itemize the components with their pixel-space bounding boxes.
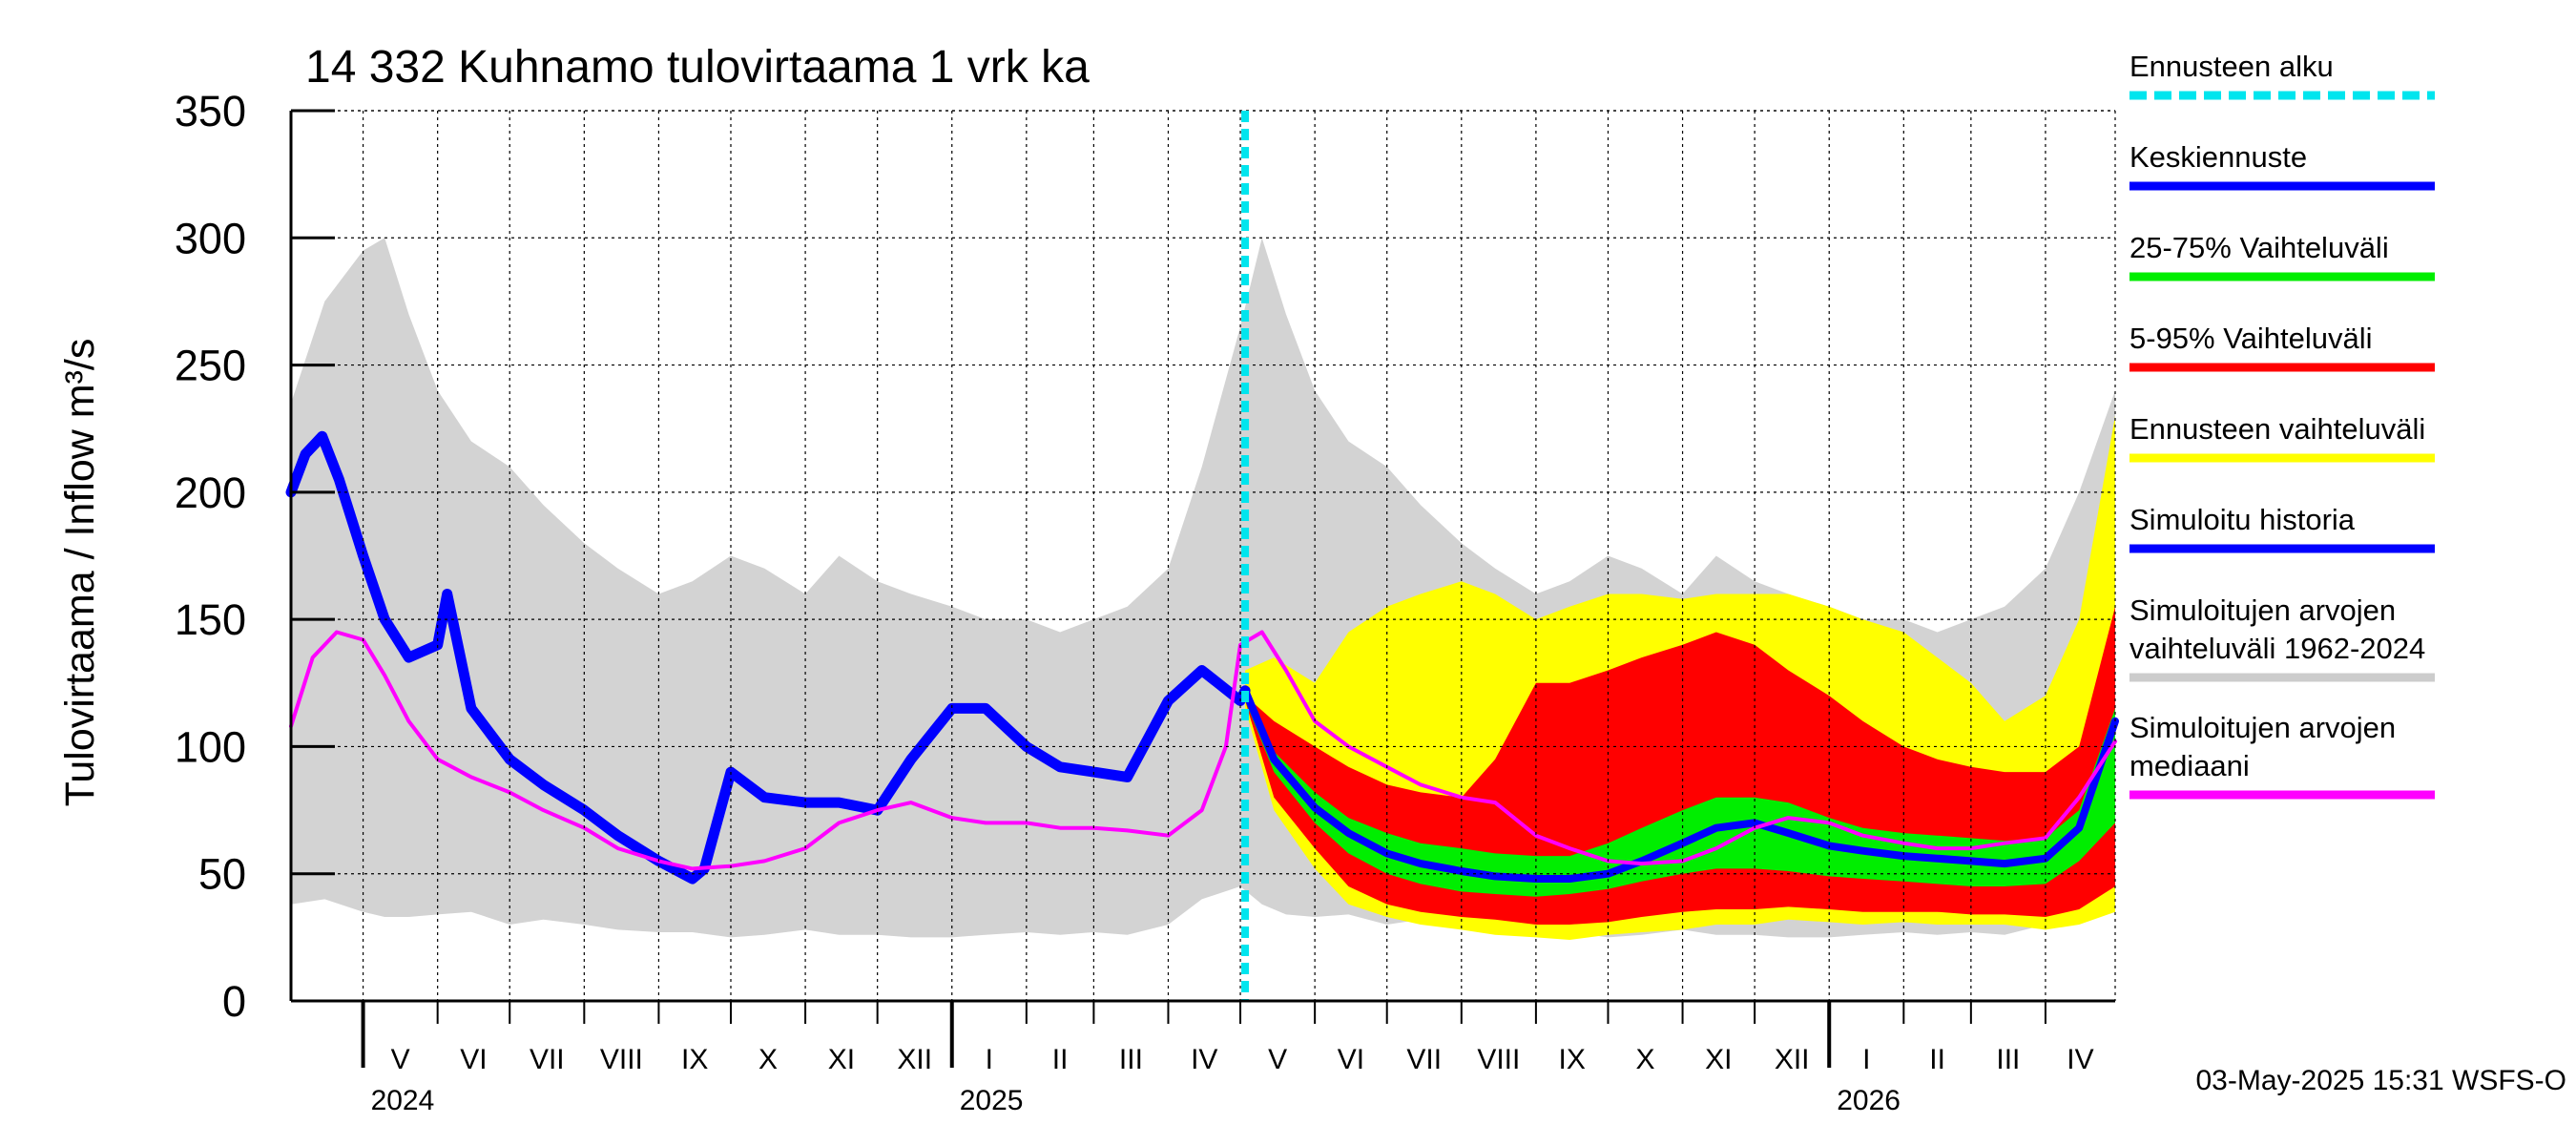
x-tick-label-month: IV — [1191, 1044, 1217, 1075]
y-axis-label: Tulovirtaama / Inflow m³/s — [57, 339, 103, 807]
x-tick-label-month: III — [1996, 1044, 2020, 1075]
x-year-label: 2024 — [371, 1085, 435, 1116]
x-tick-label-month: VIII — [600, 1044, 643, 1075]
x-tick-label-month: IV — [2067, 1044, 2093, 1075]
legend: Ennusteen alku Keskiennuste 25-75% Vaihtel… — [2129, 50, 2435, 800]
y-tick-label: 50 — [198, 850, 246, 899]
band-25-75-vaihteluv-li — [1245, 696, 2115, 897]
legend-label: Ennusteen alku — [2129, 50, 2334, 83]
legend-label: vaihteluväli 1962-2024 — [2129, 632, 2425, 665]
legend-label: 25-75% Vaihteluväli — [2129, 231, 2389, 264]
x-tick-label-month: VI — [1338, 1044, 1364, 1075]
x-tick-label-month: I — [986, 1044, 993, 1075]
x-tick-label-month: XII — [1775, 1044, 1810, 1075]
x-tick-label-month: VII — [1406, 1044, 1442, 1075]
x-tick-label-month: XI — [828, 1044, 855, 1075]
x-tick-label-month: VIII — [1477, 1044, 1520, 1075]
x-tick-label-month: X — [758, 1044, 778, 1075]
x-tick-label-month: XII — [897, 1044, 932, 1075]
y-tick-label: 150 — [175, 595, 246, 644]
x-tick-label-month: XI — [1705, 1044, 1732, 1075]
x-year-label: 2026 — [1837, 1085, 1901, 1116]
legend-label: Keskiennuste — [2129, 140, 2307, 174]
x-tick-label-month: II — [1929, 1044, 1945, 1075]
footer-timestamp: 03-May-2025 15:31 WSFS-O — [2196, 1065, 2567, 1096]
y-tick-label: 250 — [175, 342, 246, 390]
legend-label: mediaani — [2129, 749, 2250, 782]
series-layer — [285, 238, 2119, 940]
chart-title: 14 332 Kuhnamo tulovirtaama 1 vrk ka — [305, 42, 1090, 93]
x-tick-label-month: VI — [460, 1044, 487, 1075]
legend-label: Ennusteen vaihteluväli — [2129, 412, 2425, 446]
x-tick-label-month: V — [1268, 1044, 1287, 1075]
y-tick-label: 0 — [222, 977, 246, 1026]
y-tick-label: 300 — [175, 214, 246, 262]
x-tick-label-month: IX — [681, 1044, 708, 1075]
legend-label: Simuloitujen arvojen — [2129, 593, 2396, 627]
y-tick-label: 100 — [175, 722, 246, 771]
legend-label: Simuloitujen arvojen — [2129, 711, 2396, 744]
x-tick-label-month: X — [1636, 1044, 1655, 1075]
y-tick-label: 200 — [175, 468, 246, 517]
x-tick-label-month: III — [1119, 1044, 1143, 1075]
x-tick-label-month: I — [1862, 1044, 1870, 1075]
legend-label: Simuloitu historia — [2129, 503, 2356, 536]
grid-layer — [291, 110, 2116, 1001]
x-tick-label-month: IX — [1559, 1044, 1586, 1075]
x-tick-label-month: II — [1052, 1044, 1069, 1075]
x-tick-label-month: V — [391, 1044, 410, 1075]
line-simuloitujen-arvojen-mediaani — [289, 630, 2117, 871]
legend-label: 5-95% Vaihteluväli — [2129, 322, 2372, 355]
y-tick-label: 350 — [175, 87, 246, 135]
x-year-label: 2025 — [960, 1085, 1024, 1116]
x-tick-label-month: VII — [530, 1044, 565, 1075]
